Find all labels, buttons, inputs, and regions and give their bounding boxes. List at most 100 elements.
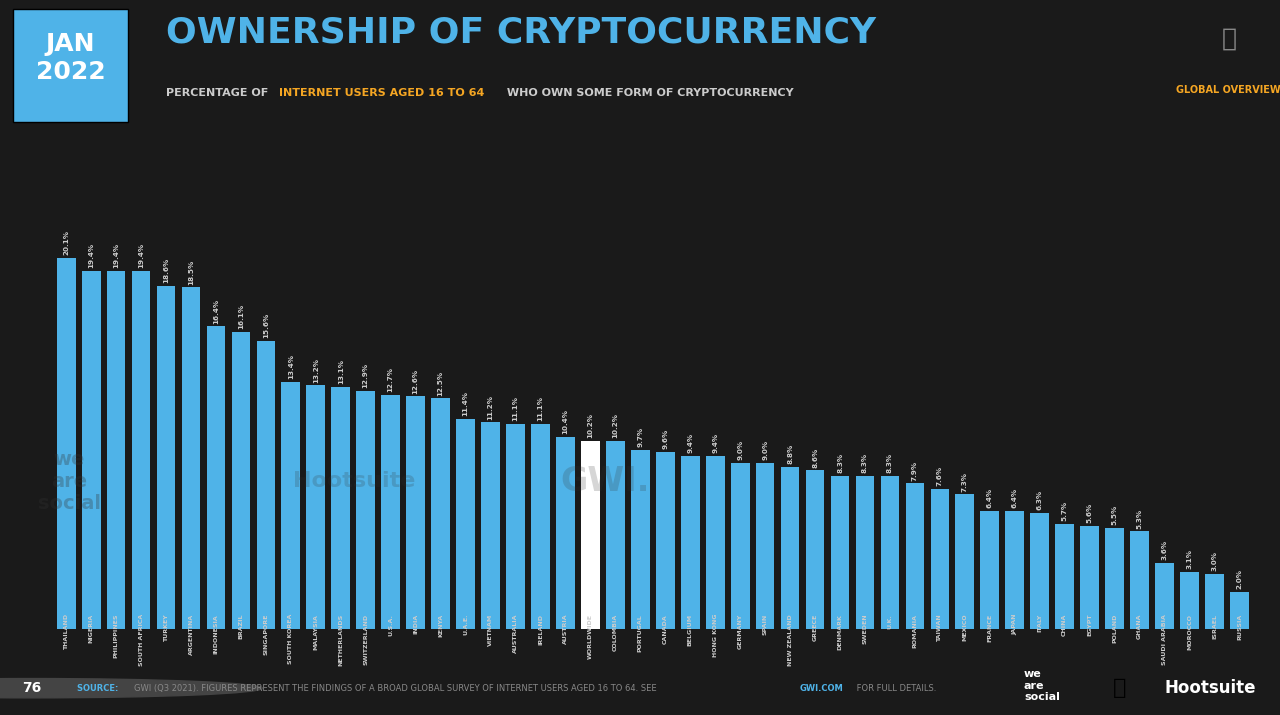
Text: Hootsuite: Hootsuite [1165, 679, 1256, 697]
Bar [256, 341, 275, 629]
Bar [681, 455, 700, 629]
Bar [156, 285, 175, 629]
Bar [56, 258, 76, 629]
Bar [232, 332, 251, 629]
Text: 16.1%: 16.1% [238, 304, 244, 329]
Bar [481, 423, 500, 629]
Bar [905, 483, 924, 629]
Text: 9.0%: 9.0% [737, 440, 744, 460]
Text: SWITZERLAND: SWITZERLAND [364, 613, 369, 665]
Text: 8.3%: 8.3% [861, 453, 868, 473]
Bar [456, 418, 475, 629]
Text: TURKEY: TURKEY [164, 613, 169, 641]
Bar [980, 511, 1000, 629]
Text: ARGENTINA: ARGENTINA [188, 613, 193, 655]
Bar [206, 326, 225, 629]
Text: 8.3%: 8.3% [887, 453, 893, 473]
Text: 10.2%: 10.2% [612, 413, 618, 438]
Text: 11.1%: 11.1% [512, 396, 518, 421]
Bar [855, 476, 874, 629]
Text: ROMANIA: ROMANIA [913, 613, 918, 648]
Text: SAUDI ARABIA: SAUDI ARABIA [1162, 613, 1167, 665]
Text: 13.2%: 13.2% [312, 358, 319, 383]
Bar [755, 463, 774, 629]
Text: 12.6%: 12.6% [412, 368, 419, 394]
Bar [881, 476, 900, 629]
Text: GLOBAL OVERVIEW: GLOBAL OVERVIEW [1176, 85, 1280, 95]
Bar [406, 396, 425, 629]
Text: 🌍: 🌍 [1221, 26, 1236, 51]
Text: we
are
social: we are social [1024, 669, 1060, 702]
Text: INDONESIA: INDONESIA [214, 613, 219, 654]
Text: SWEDEN: SWEDEN [863, 613, 868, 644]
Text: 5.6%: 5.6% [1087, 503, 1093, 523]
Bar [805, 470, 824, 629]
Text: 10.2%: 10.2% [588, 413, 594, 438]
Text: 9.4%: 9.4% [687, 433, 694, 453]
Text: PORTUGAL: PORTUGAL [637, 613, 643, 651]
Text: 5.7%: 5.7% [1061, 501, 1068, 521]
Text: RUSSIA: RUSSIA [1236, 613, 1242, 640]
Text: 6.3%: 6.3% [1037, 490, 1043, 510]
Text: SOURCE:: SOURCE: [77, 684, 122, 693]
Bar [955, 494, 974, 629]
Text: MALAYSIA: MALAYSIA [314, 613, 319, 650]
Text: FOR FULL DETAILS.: FOR FULL DETAILS. [854, 684, 936, 693]
Bar [1155, 563, 1174, 629]
Bar [705, 455, 724, 629]
Bar [655, 452, 675, 629]
Bar [1130, 531, 1149, 629]
Text: WHO OWN SOME FORM OF CRYPTOCURRENCY: WHO OWN SOME FORM OF CRYPTOCURRENCY [503, 88, 794, 98]
Text: 7.9%: 7.9% [911, 460, 918, 480]
Text: VIETNAM: VIETNAM [488, 613, 493, 646]
Text: 19.4%: 19.4% [138, 243, 145, 268]
Text: U.K.: U.K. [887, 613, 892, 628]
Text: SOUTH KOREA: SOUTH KOREA [288, 613, 293, 664]
Text: DENMARK: DENMARK [837, 613, 842, 650]
Text: 18.5%: 18.5% [188, 260, 195, 285]
Bar [332, 388, 351, 629]
Bar [781, 467, 800, 629]
Text: NEW ZEALAND: NEW ZEALAND [787, 613, 792, 666]
Bar [132, 271, 151, 629]
Text: FRANCE: FRANCE [987, 613, 992, 642]
Text: GWI.: GWI. [561, 465, 650, 498]
Text: 10.4%: 10.4% [562, 409, 568, 434]
Text: PERCENTAGE OF: PERCENTAGE OF [166, 88, 273, 98]
Text: we
are
social: we are social [37, 450, 101, 513]
Text: 9.6%: 9.6% [662, 429, 668, 449]
Text: CHINA: CHINA [1062, 613, 1068, 636]
Text: WORLDWIDE: WORLDWIDE [588, 613, 593, 659]
Bar [1180, 572, 1199, 629]
Text: 16.4%: 16.4% [212, 298, 219, 323]
Text: MOROCCO: MOROCCO [1187, 613, 1192, 650]
Text: NIGERIA: NIGERIA [88, 613, 93, 643]
Text: 6.4%: 6.4% [1011, 488, 1018, 508]
Bar [931, 489, 950, 629]
Bar [1105, 528, 1124, 629]
Bar [605, 440, 625, 629]
Text: SINGAPORE: SINGAPORE [264, 613, 269, 655]
Text: 5.3%: 5.3% [1137, 508, 1143, 528]
FancyBboxPatch shape [13, 9, 128, 122]
Text: 13.1%: 13.1% [338, 360, 344, 385]
Text: KENYA: KENYA [438, 613, 443, 637]
Text: 9.4%: 9.4% [712, 433, 718, 453]
Text: 8.3%: 8.3% [837, 453, 844, 473]
Bar [1204, 573, 1224, 629]
Text: GREECE: GREECE [813, 613, 818, 641]
Bar [506, 424, 525, 629]
Text: 13.4%: 13.4% [288, 354, 294, 379]
Bar [282, 382, 301, 629]
Bar [356, 391, 375, 629]
Text: U.A.E.: U.A.E. [463, 613, 468, 636]
Bar [531, 424, 550, 629]
Text: TAIWAN: TAIWAN [937, 613, 942, 641]
Text: ITALY: ITALY [1037, 613, 1042, 632]
Text: 🦉: 🦉 [1114, 679, 1126, 698]
Text: MEXICO: MEXICO [963, 613, 968, 641]
Text: 19.4%: 19.4% [88, 243, 95, 268]
Text: 76: 76 [22, 681, 42, 695]
Text: HONG KONG: HONG KONG [713, 613, 718, 657]
Text: CANADA: CANADA [663, 613, 668, 644]
